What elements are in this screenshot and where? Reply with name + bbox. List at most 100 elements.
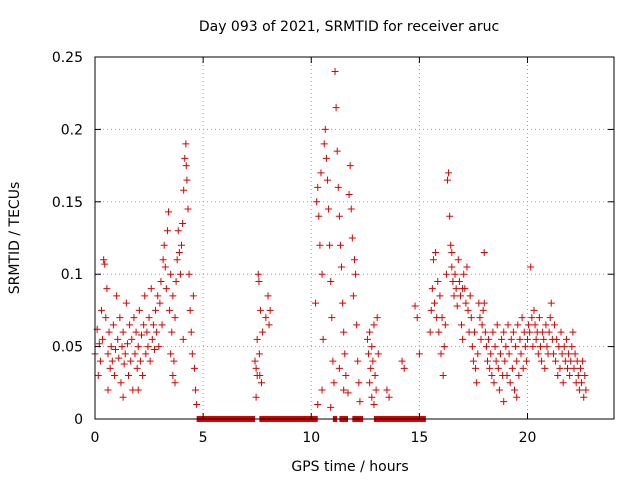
x-tick-label: 0: [91, 430, 100, 446]
axis-ticks: [94, 56, 614, 420]
data-point: [171, 379, 179, 387]
data-point: [97, 306, 105, 314]
data-point: [134, 343, 142, 351]
data-point: [374, 350, 382, 358]
data-point: [506, 379, 514, 387]
data-point: [440, 343, 448, 351]
data-point: [103, 285, 111, 293]
data-point: [126, 321, 134, 329]
data-point: [507, 335, 515, 343]
data-point: [125, 372, 133, 380]
data-point: [562, 335, 570, 343]
data-point: [559, 379, 567, 387]
data-point: [496, 350, 504, 358]
data-point: [133, 364, 141, 372]
data-point: [436, 292, 444, 300]
data-point: [554, 372, 562, 380]
data-point: [143, 328, 151, 336]
data-point: [144, 343, 152, 351]
data-point: [190, 364, 198, 372]
data-point: [539, 328, 547, 336]
data-point: [128, 335, 136, 343]
data-point: [264, 292, 272, 300]
data-point: [557, 328, 565, 336]
data-point: [441, 321, 449, 329]
data-point: [169, 372, 177, 380]
x-tick-labels: 0 5 10 15 20: [91, 430, 537, 446]
data-point: [336, 241, 344, 249]
data-point: [400, 364, 408, 372]
data-point: [192, 386, 200, 394]
data-point: [110, 372, 118, 380]
data-point: [320, 140, 328, 148]
data-point: [498, 335, 506, 343]
data-point: [458, 321, 466, 329]
data-point: [439, 372, 447, 380]
data-point: [130, 314, 138, 322]
data-point: [582, 386, 590, 394]
data-point: [322, 154, 330, 162]
data-point: [576, 364, 584, 372]
data-point: [153, 328, 161, 336]
data-point: [325, 205, 333, 213]
data-point: [340, 328, 348, 336]
data-point: [367, 364, 375, 372]
data-point: [173, 256, 181, 264]
x-tick-label: 15: [410, 430, 428, 446]
data-point: [508, 364, 516, 372]
x-tick-label: 5: [199, 430, 208, 446]
data-point: [487, 350, 495, 358]
data-point: [163, 227, 171, 235]
data-point: [341, 350, 349, 358]
data-point: [165, 208, 173, 216]
data-point: [180, 186, 188, 194]
data-point: [473, 379, 481, 387]
data-point: [146, 357, 154, 365]
data-point: [547, 299, 555, 307]
data-point: [315, 212, 323, 220]
data-point: [546, 314, 554, 322]
data-point: [443, 176, 451, 184]
data-point: [471, 328, 479, 336]
data-point: [370, 401, 378, 409]
data-point: [426, 328, 434, 336]
data-point: [518, 314, 526, 322]
data-point: [575, 386, 583, 394]
data-point: [158, 321, 166, 329]
data-point: [451, 270, 459, 278]
data-point: [123, 340, 131, 348]
data-point: [115, 354, 123, 362]
data-point: [413, 314, 421, 322]
plot-frame: [94, 56, 615, 420]
data-point: [489, 328, 497, 336]
data-point: [156, 299, 164, 307]
data-point: [183, 176, 191, 184]
data-point: [137, 331, 145, 339]
grid-lines: [95, 57, 614, 419]
data-point: [511, 386, 519, 394]
data-point: [528, 314, 536, 322]
data-point: [513, 357, 521, 365]
data-point: [366, 328, 374, 336]
data-point: [256, 306, 264, 314]
data-point: [179, 220, 187, 228]
data-point: [339, 299, 347, 307]
data-point: [104, 350, 112, 358]
data-point: [193, 401, 201, 409]
data-point: [318, 270, 326, 278]
data-point: [108, 357, 116, 365]
y-tick-labels: 0 0.05 0.1 0.15 0.2 0.25: [52, 50, 83, 428]
data-point: [372, 386, 380, 394]
data-point: [319, 335, 327, 343]
data-point: [338, 263, 346, 271]
data-point: [366, 379, 374, 387]
data-point: [172, 277, 180, 285]
data-point: [556, 364, 564, 372]
data-point: [524, 335, 531, 343]
data-point: [535, 314, 543, 322]
data-point: [159, 256, 167, 264]
data-point: [179, 335, 187, 343]
data-point: [519, 364, 527, 372]
y-tick-label: 0.1: [61, 267, 83, 283]
